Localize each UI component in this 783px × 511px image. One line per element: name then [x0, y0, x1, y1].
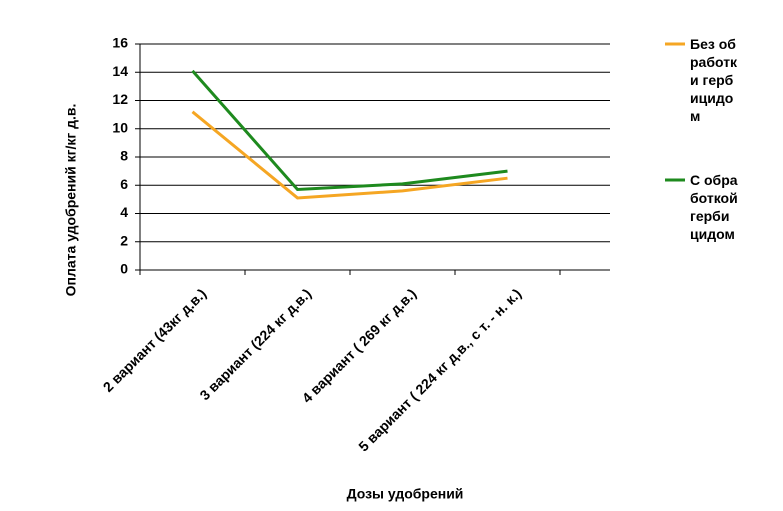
y-tick-label: 10: [112, 119, 128, 135]
legend-label: С обработкой гербицидом: [690, 172, 738, 242]
x-tick-label: 4 вариант ( 269 кг д.в.): [299, 285, 420, 406]
series-line: [191, 110, 508, 200]
series-line: [191, 69, 508, 192]
legend-label: Без обработки гербицидом: [690, 36, 738, 124]
y-tick-label: 14: [112, 63, 128, 79]
y-tick-label: 0: [120, 261, 128, 277]
y-tick-label: 8: [120, 148, 128, 164]
y-tick-label: 4: [120, 204, 128, 220]
y-axis-title: Оплата удобрений кг/кг д.в.: [63, 104, 79, 297]
y-tick-label: 2: [120, 232, 128, 248]
x-axis-title: Дозы удобрений: [347, 486, 464, 502]
y-tick-label: 16: [112, 35, 128, 51]
x-tick-label: 5 вариант ( 224 кг д.в., с т. - н. к.): [355, 285, 524, 454]
y-tick-label: 12: [112, 91, 128, 107]
x-tick-label: 3 вариант (224 кг д.в.): [196, 285, 314, 403]
x-tick-label: 2 вариант (43кг д.в.): [100, 285, 210, 395]
y-tick-label: 6: [120, 176, 128, 192]
